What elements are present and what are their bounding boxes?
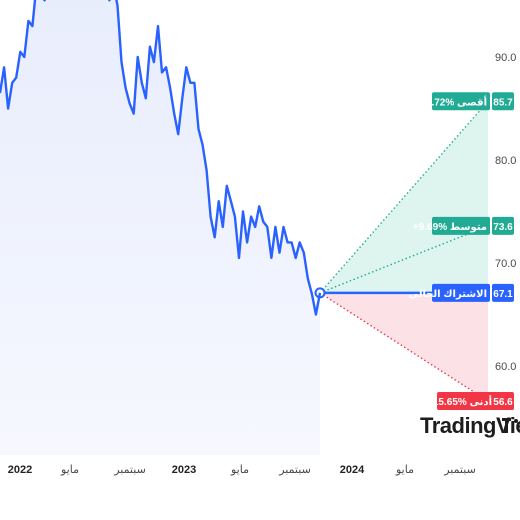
min-projection-line — [319, 292, 489, 402]
x-tick-label: 2024 — [340, 464, 365, 476]
max-label-box — [432, 92, 490, 111]
avg-label-box — [432, 216, 490, 235]
current-badge: الاشتراك الحالي 67.1 — [409, 283, 514, 302]
x-tick-label: مايو — [230, 464, 249, 476]
max-projection-line — [319, 100, 489, 294]
tv-logo-icon — [502, 418, 518, 433]
price-area — [0, 0, 320, 455]
max-value-box — [492, 92, 514, 111]
current-label-box — [432, 283, 490, 302]
downside-zone — [320, 292, 488, 402]
avg-label: +9.69% متوسط — [413, 222, 487, 233]
y-tick-label: 90.0 — [495, 52, 516, 64]
price-history — [0, 0, 322, 455]
avg-value-box — [492, 216, 514, 235]
brand-name: TradingView — [420, 413, 520, 438]
current-value: 67.1 — [493, 289, 513, 300]
min-label-box — [437, 392, 495, 411]
forecast-badges: +27.72% أقصى 85.7 +9.69% متوسط 73.6 الاشتراك… — [409, 92, 514, 411]
min-value: 56.6 — [493, 397, 513, 408]
max-badge: +27.72% أقصى 85.7 — [415, 92, 514, 111]
min-badge: -15.65% أدنى 56.6 — [430, 392, 514, 411]
upside-zone — [320, 101, 488, 293]
y-tick-label: 70.0 — [495, 258, 516, 270]
y-tick-label: 60.0 — [495, 361, 516, 373]
current-label: الاشتراك الحالي — [409, 289, 487, 300]
y-tick-label: 80.0 — [495, 155, 516, 167]
avg-badge: +9.69% متوسط 73.6 — [413, 216, 514, 235]
min-label: -15.65% أدنى — [430, 395, 492, 408]
price-line — [0, 0, 322, 316]
y-axis: 120.0110.0100.090.080.070.060.0 — [495, 52, 516, 373]
x-axis: 2022 مايو سبتمبر 2023 مايو سبتمبر 2024 مايو سبتم… — [8, 464, 476, 476]
forecast-projection — [314, 100, 489, 402]
x-tick-label: سبتمبر — [113, 464, 146, 476]
max-label: +27.72% أقصى — [415, 95, 488, 108]
min-value-box — [492, 392, 514, 411]
x-tick-label: سبتمبر — [443, 464, 476, 476]
x-tick-label: سبتمبر — [278, 464, 311, 476]
x-tick-label: 2023 — [172, 464, 196, 476]
current-value-box — [492, 283, 514, 302]
tradingview-logo: TradingView — [420, 413, 520, 438]
x-tick-label: 2022 — [8, 464, 32, 476]
x-tick-label: مايو — [60, 464, 79, 476]
avg-value: 73.6 — [493, 222, 513, 233]
max-value: 85.7 — [493, 97, 513, 108]
x-tick-label: مايو — [395, 464, 414, 476]
